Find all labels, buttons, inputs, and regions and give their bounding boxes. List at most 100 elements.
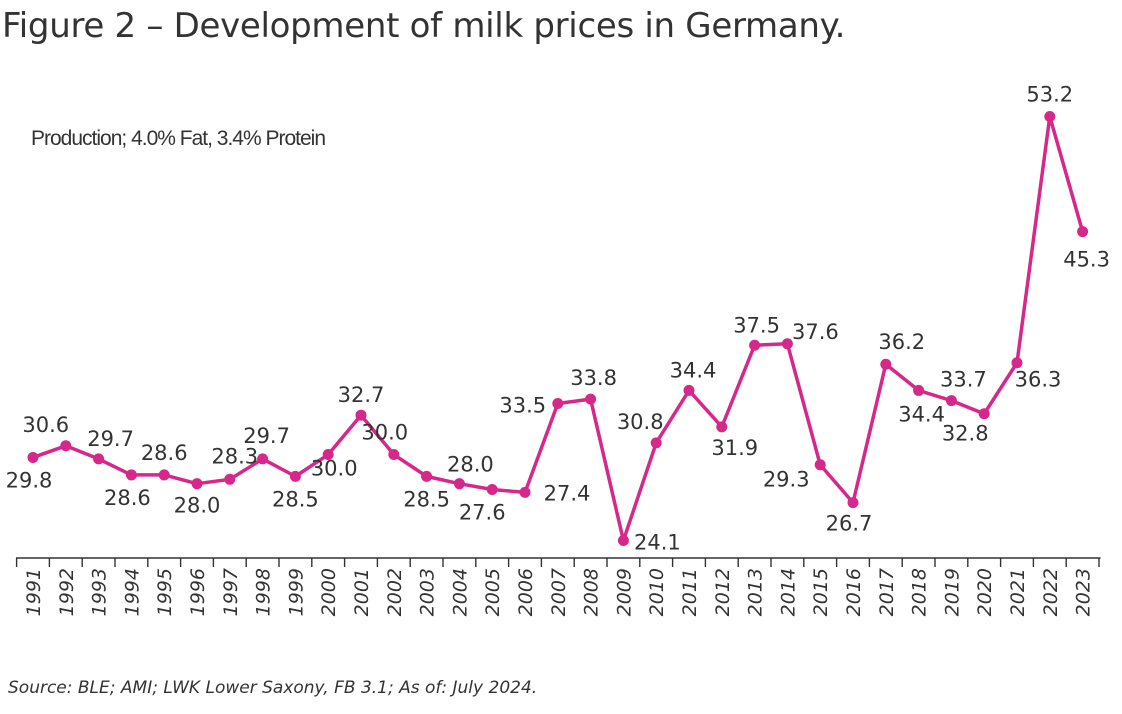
x-tick-label: 2020 bbox=[974, 568, 996, 616]
chart-subtitle: Production; 4.0% Fat, 3.4% Protein bbox=[31, 127, 325, 150]
data-label: 29.8 bbox=[6, 468, 53, 492]
x-tick-label: 1994 bbox=[121, 568, 143, 616]
x-tick-label: 2019 bbox=[941, 568, 963, 616]
data-point bbox=[355, 409, 367, 421]
series-line-layer bbox=[32, 114, 1085, 543]
data-label: 37.5 bbox=[733, 313, 780, 337]
x-tick-label: 2016 bbox=[843, 568, 865, 616]
data-labels: 29.830.629.728.628.628.028.329.728.530.0… bbox=[6, 83, 1110, 555]
data-label: 27.4 bbox=[544, 481, 591, 505]
data-label: 37.6 bbox=[792, 320, 839, 344]
data-label: 36.2 bbox=[878, 330, 925, 354]
data-point bbox=[1044, 111, 1056, 123]
data-label: 30.0 bbox=[311, 457, 358, 481]
x-tick-label: 1991 bbox=[23, 568, 45, 616]
data-label: 29.3 bbox=[763, 468, 810, 492]
data-label: 30.8 bbox=[617, 410, 664, 434]
data-point bbox=[749, 339, 761, 351]
data-point bbox=[388, 449, 400, 461]
x-tick-label: 1993 bbox=[89, 568, 111, 616]
x-tick-label: 2006 bbox=[515, 568, 537, 616]
data-point bbox=[945, 395, 957, 407]
x-tick-label: 2018 bbox=[909, 568, 931, 616]
x-tick-label: 2005 bbox=[482, 568, 504, 616]
data-point bbox=[322, 449, 334, 461]
data-label: 28.3 bbox=[211, 444, 258, 468]
x-tick-label: 1997 bbox=[220, 568, 242, 616]
x-tick-label: 2011 bbox=[679, 568, 701, 616]
x-tick-label: 2002 bbox=[384, 568, 406, 616]
data-point bbox=[781, 338, 793, 350]
x-tick-label: 2012 bbox=[712, 568, 734, 616]
data-point bbox=[650, 437, 662, 449]
data-points bbox=[27, 111, 1089, 546]
x-tick-label: 1998 bbox=[253, 568, 275, 616]
x-tick-label: 2023 bbox=[1073, 568, 1095, 616]
x-tick-label: 2008 bbox=[581, 568, 603, 616]
x-tick-label: 1995 bbox=[154, 568, 176, 616]
data-label: 28.0 bbox=[174, 494, 221, 518]
data-point bbox=[814, 459, 826, 471]
x-tick-label: 2014 bbox=[777, 568, 799, 616]
data-point bbox=[125, 469, 137, 481]
data-label: 36.3 bbox=[1015, 368, 1062, 392]
data-point bbox=[617, 535, 629, 546]
data-label: 29.7 bbox=[243, 424, 290, 448]
data-label: 45.3 bbox=[1063, 248, 1110, 272]
data-label: 32.7 bbox=[338, 383, 385, 407]
data-point bbox=[421, 470, 433, 482]
data-point bbox=[552, 398, 564, 410]
x-tick-label: 2007 bbox=[548, 568, 570, 616]
data-label: 34.4 bbox=[898, 402, 945, 426]
x-tick-label: 2013 bbox=[745, 568, 767, 616]
data-point bbox=[519, 486, 531, 498]
data-point bbox=[191, 478, 203, 490]
x-tick-label: 1999 bbox=[285, 568, 307, 616]
x-tick-label: 2010 bbox=[646, 568, 668, 616]
data-point bbox=[257, 453, 269, 465]
x-tick-label: 2001 bbox=[351, 568, 373, 616]
data-label: 53.2 bbox=[1026, 83, 1073, 107]
data-point bbox=[978, 408, 990, 420]
x-tick-label: 1992 bbox=[56, 568, 78, 616]
chart-title: Figure 2 – Development of milk prices in… bbox=[2, 6, 846, 46]
x-tick-label: 2017 bbox=[876, 568, 898, 616]
data-point bbox=[158, 469, 170, 481]
data-label: 26.7 bbox=[826, 512, 873, 536]
data-point bbox=[1077, 226, 1089, 238]
data-point bbox=[847, 497, 859, 509]
series-line bbox=[32, 114, 1085, 543]
data-label: 27.6 bbox=[459, 501, 506, 525]
data-point bbox=[289, 470, 301, 482]
data-point bbox=[880, 358, 892, 370]
data-point bbox=[913, 384, 925, 396]
data-point bbox=[683, 384, 695, 396]
x-tick-labels: 1991 1992 1993 1994 1995 1996 1997 1998 1999 2000… bbox=[23, 568, 1095, 616]
x-tick-label: 2003 bbox=[417, 568, 439, 616]
x-tick-label: 2000 bbox=[318, 568, 340, 616]
data-label: 24.1 bbox=[634, 531, 681, 555]
data-label: 33.7 bbox=[940, 368, 987, 392]
data-label: 28.5 bbox=[403, 487, 450, 511]
source-note: Source: BLE; AMI; LWK Lower Saxony, FB 3… bbox=[8, 678, 538, 698]
data-point bbox=[716, 421, 728, 433]
data-label: 28.5 bbox=[272, 487, 319, 511]
x-tick-label: 2004 bbox=[449, 568, 471, 616]
data-point bbox=[585, 393, 597, 405]
data-label: 33.8 bbox=[570, 366, 617, 390]
data-point bbox=[93, 453, 105, 465]
data-point bbox=[1011, 357, 1023, 369]
x-tick-label: 2015 bbox=[810, 568, 832, 616]
data-point bbox=[60, 440, 72, 452]
x-tick-label: 1996 bbox=[187, 568, 209, 616]
data-label: 28.0 bbox=[447, 453, 494, 477]
data-label: 30.6 bbox=[22, 413, 69, 437]
data-point bbox=[486, 484, 498, 496]
data-point bbox=[453, 478, 465, 490]
data-point bbox=[27, 451, 39, 463]
x-tick-label: 2022 bbox=[1040, 568, 1062, 616]
data-label: 33.5 bbox=[499, 394, 546, 418]
data-label: 30.0 bbox=[361, 421, 408, 445]
data-label: 28.6 bbox=[141, 441, 188, 465]
